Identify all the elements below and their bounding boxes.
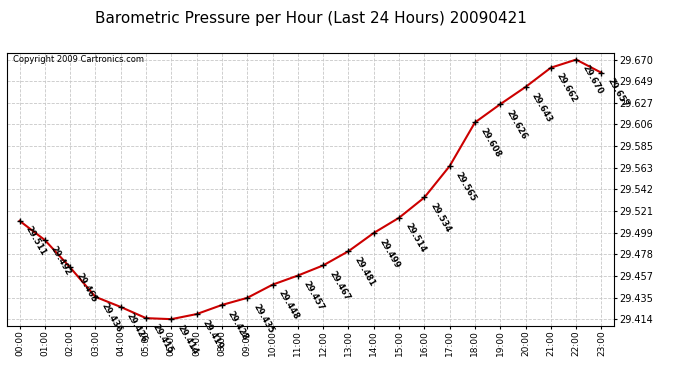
Text: 29.511: 29.511 <box>23 225 48 258</box>
Text: 29.534: 29.534 <box>428 202 453 234</box>
Text: 29.670: 29.670 <box>580 64 604 96</box>
Text: 29.565: 29.565 <box>454 170 478 203</box>
Text: 29.435: 29.435 <box>251 302 275 334</box>
Text: 29.448: 29.448 <box>277 289 301 321</box>
Text: 29.662: 29.662 <box>555 72 579 105</box>
Text: 29.457: 29.457 <box>302 280 326 312</box>
Text: 29.626: 29.626 <box>504 108 529 141</box>
Text: 29.465: 29.465 <box>75 272 99 304</box>
Text: Copyright 2009 Cartronics.com: Copyright 2009 Cartronics.com <box>13 55 144 64</box>
Text: 29.492: 29.492 <box>49 244 73 277</box>
Text: 29.514: 29.514 <box>403 222 427 255</box>
Text: 29.436: 29.436 <box>99 301 124 333</box>
Text: 29.415: 29.415 <box>150 322 175 355</box>
Text: 29.499: 29.499 <box>378 237 402 270</box>
Text: 29.428: 29.428 <box>226 309 250 342</box>
Text: 29.419: 29.419 <box>201 318 225 351</box>
Text: 29.657: 29.657 <box>606 77 629 110</box>
Text: 29.643: 29.643 <box>530 91 553 124</box>
Text: 29.481: 29.481 <box>353 255 377 288</box>
Text: 29.414: 29.414 <box>175 323 199 356</box>
Text: 29.426: 29.426 <box>125 311 149 344</box>
Text: 29.608: 29.608 <box>479 127 503 159</box>
Text: Barometric Pressure per Hour (Last 24 Hours) 20090421: Barometric Pressure per Hour (Last 24 Ho… <box>95 11 526 26</box>
Text: 29.467: 29.467 <box>327 270 351 302</box>
